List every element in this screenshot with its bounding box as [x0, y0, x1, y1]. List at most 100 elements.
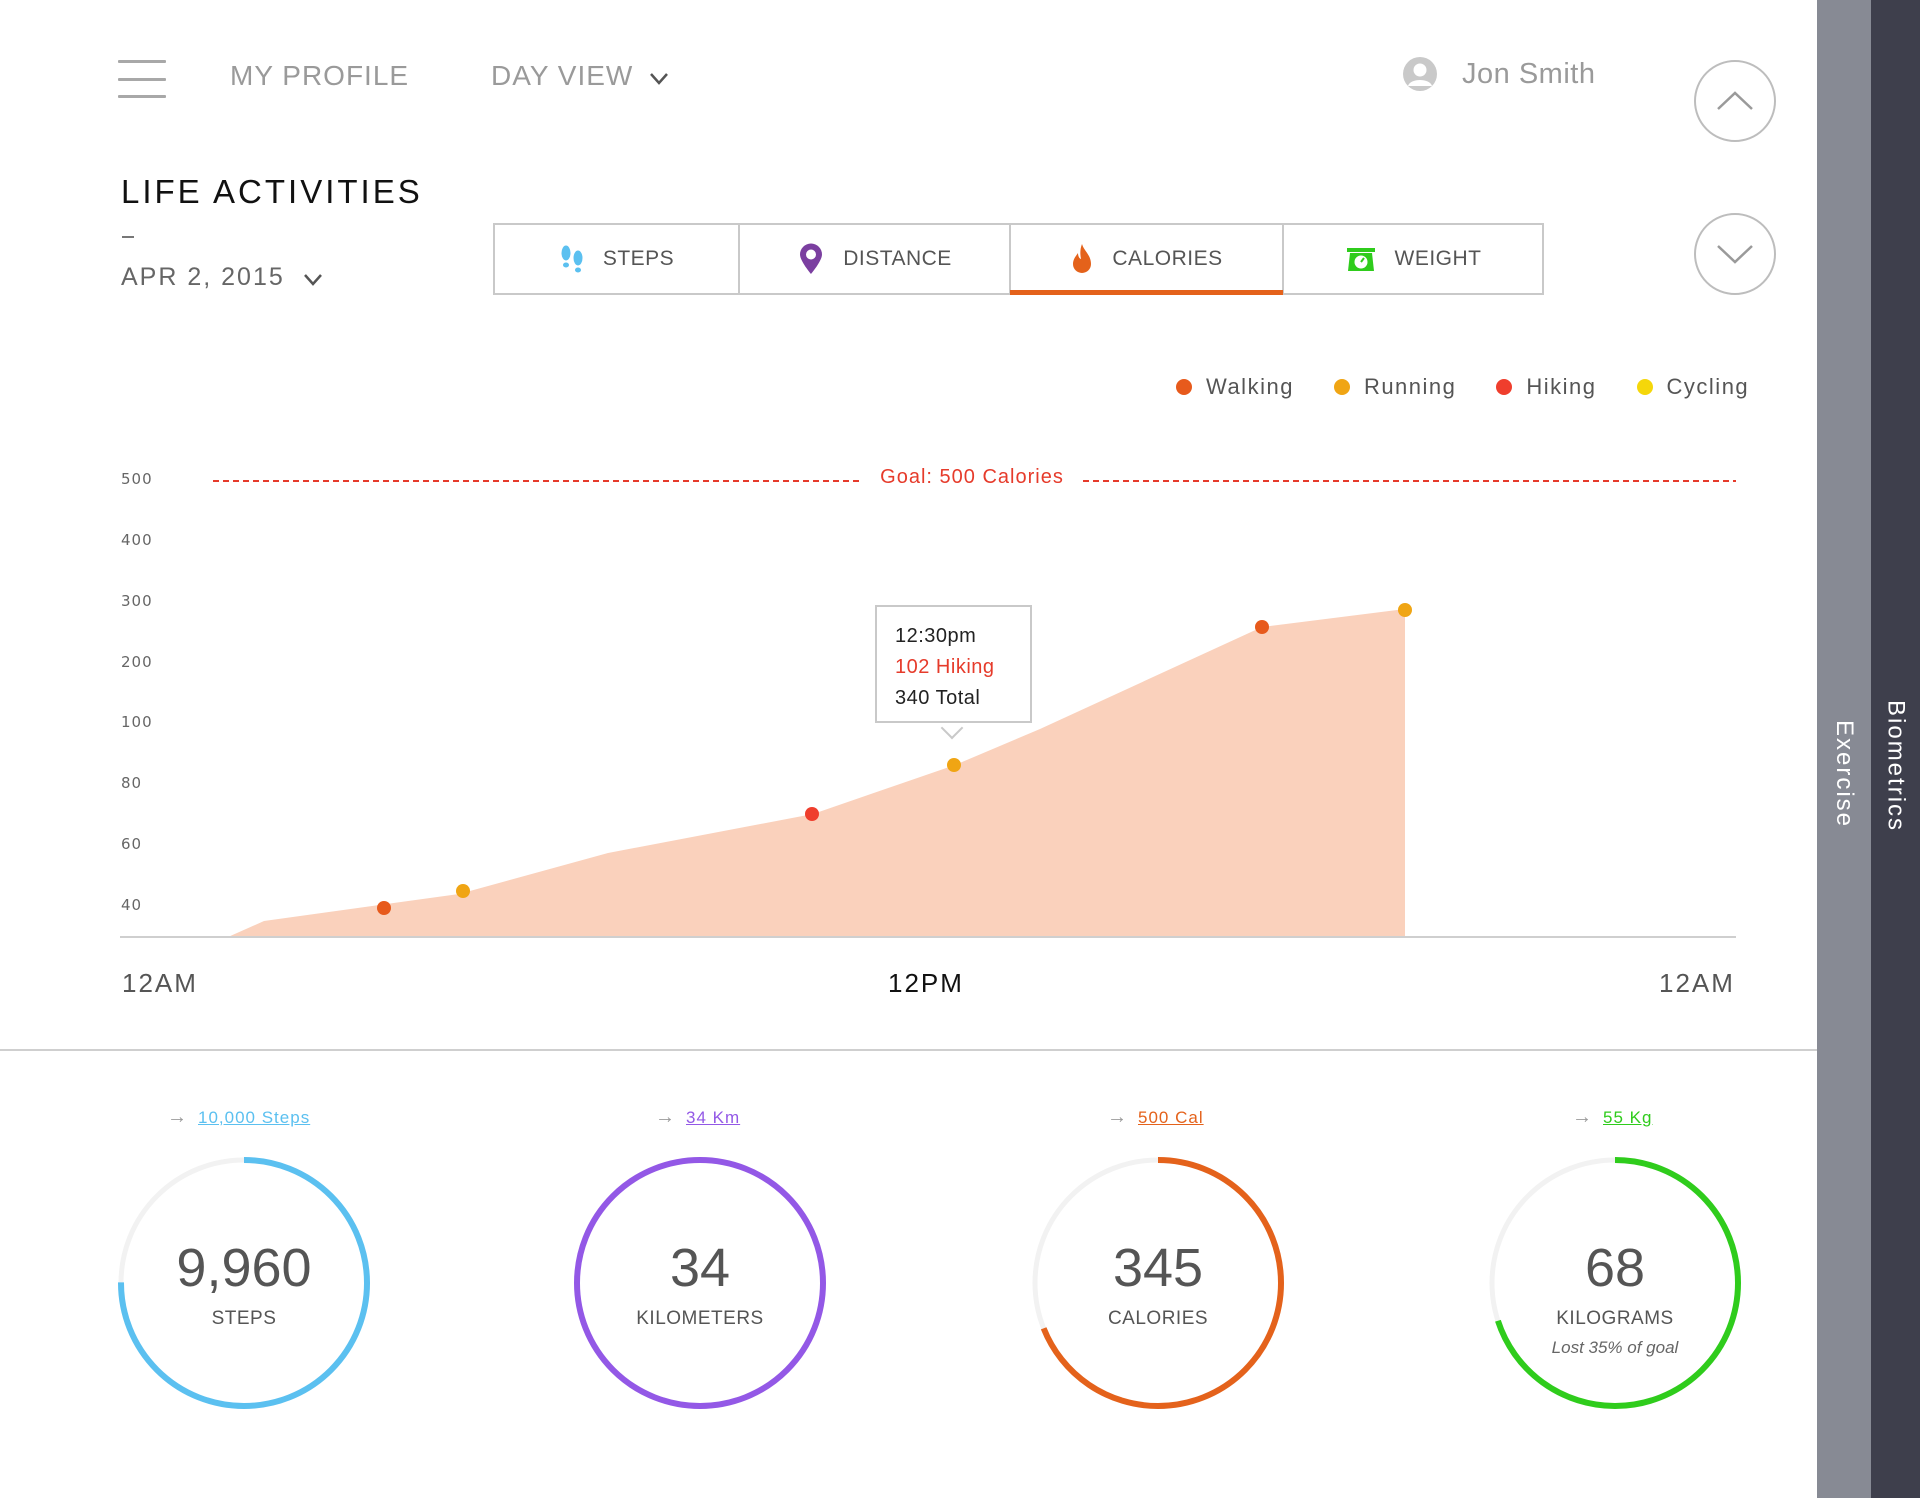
- distance-goal-link[interactable]: → 34 Km: [655, 1106, 740, 1129]
- section-divider: [0, 1049, 1817, 1051]
- scroll-up-button[interactable]: [1694, 60, 1776, 142]
- calories-area-chart: [120, 480, 1736, 938]
- page-title: LIFE ACTIVITIES: [121, 173, 423, 210]
- legend-label: Cycling: [1666, 374, 1750, 399]
- calories-ring: 345 CALORIES: [1030, 1155, 1286, 1411]
- tab-steps-label: STEPS: [602, 247, 675, 270]
- x-tick-label: 12AM: [122, 968, 198, 998]
- chart-tooltip: 12:30pm 102 Hiking 340 Total: [875, 605, 1032, 723]
- x-tick-label: 12PM: [888, 968, 964, 998]
- goal-label: Goal: 500 Calories: [862, 466, 1082, 489]
- weight-progress-arc: [1489, 1157, 1741, 1409]
- data-point-running[interactable]: [1398, 603, 1412, 617]
- legend-dot: [1333, 379, 1350, 395]
- user-name: Jon Smith: [1462, 57, 1596, 90]
- data-point-walking[interactable]: [1255, 620, 1269, 634]
- day-view-dropdown[interactable]: DAY VIEW: [491, 60, 669, 92]
- metric-tabs: STEPS DISTANCE CALORIES WEIGHT: [493, 223, 1544, 295]
- chevron-up-icon: [1717, 91, 1753, 110]
- side-tab-biometrics[interactable]: Biometrics: [1871, 0, 1920, 1498]
- legend-walking[interactable]: Walking: [1176, 374, 1294, 400]
- weight-note: Lost 35% of goal: [1551, 1338, 1679, 1357]
- user-menu[interactable]: Jon Smith: [1402, 56, 1595, 92]
- legend-label: Walking: [1206, 374, 1294, 399]
- arrow-right-icon: →: [655, 1106, 676, 1128]
- my-profile-link[interactable]: MY PROFILE: [230, 60, 410, 91]
- tab-steps[interactable]: STEPS: [495, 225, 740, 293]
- weight-value: 68: [1584, 1238, 1646, 1298]
- y-tick-label: 200: [121, 653, 153, 671]
- title-divider: [122, 236, 134, 238]
- steps-goal-text: 10,000 Steps: [198, 1107, 311, 1127]
- side-tab-exercise[interactable]: Exercise: [1817, 0, 1871, 1498]
- data-point-hiking[interactable]: [805, 807, 819, 821]
- weight-goal-text: 55 Kg: [1603, 1107, 1653, 1127]
- steps-value: 9,960: [176, 1238, 312, 1298]
- calories-goal-link[interactable]: → 500 Cal: [1107, 1106, 1204, 1129]
- y-tick-label: 300: [121, 592, 153, 610]
- legend-dot: [1496, 379, 1513, 395]
- distance-ring: 34 KILOMETERS: [572, 1155, 828, 1411]
- chart-legend: Walking Running Hiking Cycling: [1176, 374, 1749, 400]
- tab-weight[interactable]: WEIGHT: [1284, 225, 1542, 293]
- weight-ring: 68 KILOGRAMS Lost 35% of goal: [1487, 1155, 1743, 1411]
- flame-icon: [1073, 244, 1092, 273]
- calories-unit: CALORIES: [1107, 1308, 1209, 1329]
- calories-progress-arc: [1032, 1157, 1284, 1409]
- legend-label: Hiking: [1526, 374, 1597, 399]
- date-picker[interactable]: APR 2, 2015: [121, 263, 323, 292]
- y-tick-label: 400: [121, 531, 153, 549]
- day-view-label: DAY VIEW: [491, 60, 634, 91]
- legend-hiking[interactable]: Hiking: [1496, 374, 1596, 400]
- distance-goal-text: 34 Km: [686, 1107, 741, 1127]
- y-tick-label: 100: [121, 713, 153, 731]
- legend-dot: [1636, 379, 1653, 395]
- steps-unit: STEPS: [211, 1308, 277, 1329]
- steps-goal-link[interactable]: → 10,000 Steps: [167, 1106, 310, 1129]
- data-point-running[interactable]: [456, 884, 470, 898]
- avatar-icon: [1403, 57, 1437, 91]
- y-tick-label: 80: [121, 774, 143, 792]
- tooltip-total: 340 Total: [895, 687, 981, 709]
- x-tick-label: 12AM: [1659, 968, 1735, 998]
- scroll-down-button[interactable]: [1694, 213, 1776, 295]
- y-tick-label: 40: [121, 896, 143, 914]
- data-point-running[interactable]: [947, 758, 961, 772]
- scale-icon: [1346, 248, 1375, 271]
- tab-distance[interactable]: DISTANCE: [740, 225, 1011, 293]
- date-label: APR 2, 2015: [121, 263, 285, 291]
- location-pin-icon: [800, 243, 823, 274]
- side-tab-exercise-label: Exercise: [1831, 720, 1858, 829]
- tab-distance-label: DISTANCE: [843, 247, 952, 270]
- tooltip-time: 12:30pm: [895, 625, 977, 647]
- arrow-right-icon: →: [1572, 1106, 1593, 1128]
- tab-calories[interactable]: CALORIES: [1010, 225, 1284, 295]
- calories-goal-text: 500 Cal: [1138, 1107, 1204, 1127]
- legend-dot: [1176, 379, 1192, 395]
- data-point-walking[interactable]: [377, 901, 391, 915]
- steps-ring: 9,960 STEPS: [116, 1155, 372, 1411]
- distance-unit: KILOMETERS: [636, 1308, 764, 1329]
- steps-progress-arc: [118, 1157, 370, 1409]
- tooltip-detail: 102 Hiking: [895, 656, 995, 678]
- calories-area: [228, 609, 1405, 937]
- footsteps-icon: [561, 245, 583, 273]
- tab-weight-label: WEIGHT: [1394, 247, 1482, 270]
- chevron-down-icon: [650, 73, 669, 85]
- distance-value: 34: [669, 1238, 731, 1298]
- side-tab-biometrics-label: Biometrics: [1882, 700, 1910, 833]
- chevron-down-icon: [1717, 245, 1753, 264]
- chevron-down-icon: [303, 273, 322, 286]
- distance-progress-arc: [574, 1157, 826, 1409]
- y-tick-label: 60: [121, 835, 143, 853]
- y-tick-label: 500: [121, 470, 153, 488]
- weight-goal-link[interactable]: → 55 Kg: [1572, 1106, 1652, 1129]
- legend-running[interactable]: Running: [1333, 374, 1457, 400]
- hamburger-icon[interactable]: [118, 60, 166, 98]
- legend-label: Running: [1363, 374, 1457, 399]
- arrow-right-icon: →: [167, 1106, 188, 1128]
- weight-unit: KILOGRAMS: [1556, 1308, 1674, 1329]
- tab-calories-label: CALORIES: [1112, 247, 1223, 270]
- calories-value: 345: [1112, 1238, 1204, 1298]
- legend-cycling[interactable]: Cycling: [1636, 374, 1750, 400]
